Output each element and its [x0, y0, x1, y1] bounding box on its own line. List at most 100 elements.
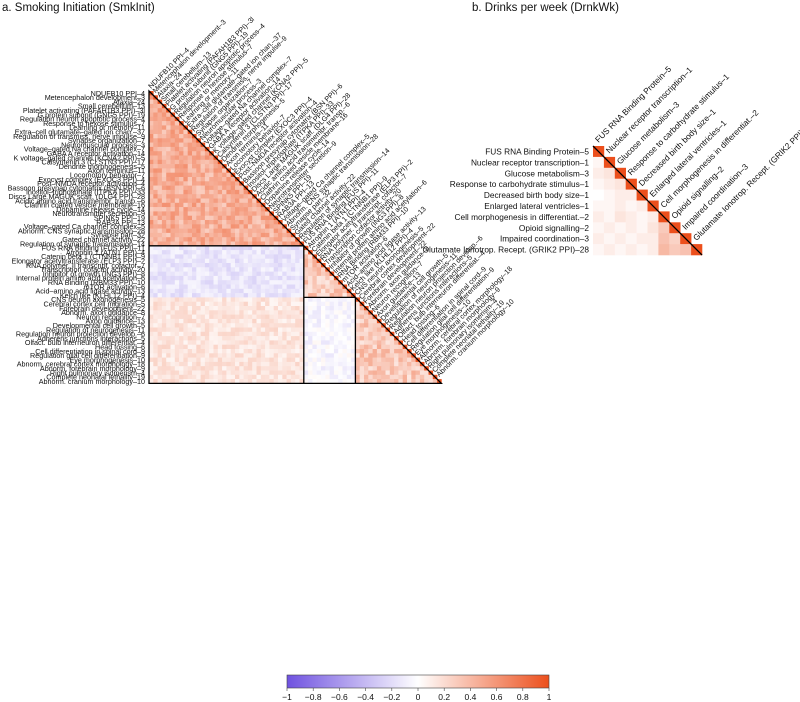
heatmap-a-cell — [230, 293, 236, 298]
heatmap-a-cell — [204, 159, 210, 165]
heatmap-a-cell — [192, 198, 197, 204]
heatmap-a-cell — [222, 344, 227, 350]
heatmap-a-cell — [170, 245, 176, 251]
heatmap-a-cell — [213, 297, 219, 302]
heatmap-a-cell — [351, 323, 356, 328]
heatmap-a-cell — [166, 202, 171, 208]
heatmap-a-cell — [157, 189, 163, 195]
heatmap-a-cell — [230, 263, 236, 268]
heatmap-a-cell — [187, 306, 193, 311]
heatmap-a-cell — [273, 323, 279, 328]
heatmap-a-cell — [265, 323, 270, 328]
heatmap-a-cell — [239, 241, 244, 247]
heatmap-a-cell — [149, 258, 154, 264]
heatmap-a-cell — [161, 215, 167, 221]
heatmap-a-cell — [286, 297, 292, 302]
heatmap-a-cell — [239, 228, 244, 234]
heatmap-a-cell — [364, 344, 369, 350]
heatmap-a-cell — [321, 357, 326, 363]
heatmap-a-cell — [230, 379, 236, 384]
heatmap-a-cell — [329, 379, 335, 384]
heatmap-a-cell — [239, 271, 244, 277]
heatmap-a-cell — [260, 327, 266, 333]
heatmap-a-cell — [265, 297, 270, 302]
heatmap-a-cell — [247, 327, 253, 333]
heatmap-a-cell — [179, 357, 184, 363]
heatmap-a-cell — [402, 374, 408, 380]
heatmap-a-cell — [153, 297, 158, 302]
heatmap-a-cell — [235, 314, 240, 320]
heatmap-a-cell — [299, 314, 305, 320]
heatmap-a-cell — [174, 237, 180, 242]
heatmap-a-cell — [342, 340, 348, 345]
heatmap-a-cell — [265, 245, 270, 251]
heatmap-a-cell — [247, 211, 253, 216]
heatmap-a-cell — [153, 280, 158, 285]
heatmap-a-cell — [153, 202, 158, 208]
heatmap-a-cell — [312, 349, 317, 354]
heatmap-a-cell — [222, 288, 227, 294]
heatmap-a-cell — [325, 374, 330, 380]
heatmap-a-cell — [166, 125, 171, 130]
heatmap-a-cell — [149, 185, 154, 191]
heatmap-a-cell — [174, 159, 180, 165]
heatmap-a-cell — [192, 237, 197, 242]
heatmap-a-cell — [209, 357, 214, 363]
heatmap-a-cell — [355, 301, 360, 307]
heatmap-a-cell — [217, 336, 223, 341]
heatmap-a-cell — [333, 349, 339, 354]
heatmap-a-cell — [170, 164, 176, 169]
heatmap-a-cell — [153, 357, 158, 363]
heatmap-a-cell — [243, 254, 249, 259]
heatmap-a-cell — [269, 263, 274, 268]
heatmap-a-cell — [157, 340, 163, 345]
heatmap-a-cell — [174, 172, 180, 178]
heatmap-a-cell — [196, 297, 201, 302]
heatmap-a-cell — [204, 288, 210, 294]
heatmap-a-cell — [226, 189, 231, 195]
heatmap-a-cell — [166, 323, 171, 328]
heatmap-a-cell — [217, 198, 223, 204]
heatmap-a-cell — [338, 370, 343, 376]
heatmap-a-cell — [161, 116, 167, 122]
heatmap-a-cell — [376, 353, 382, 358]
heatmap-a-cell — [161, 310, 167, 315]
heatmap-a-cell — [252, 353, 257, 358]
heatmap-a-cell — [204, 323, 210, 328]
heatmap-a-cell — [179, 327, 184, 333]
panel-b-title: b. Drinks per week (DrnkWk) — [472, 2, 619, 14]
heatmap-a-cell — [170, 185, 176, 191]
heatmap-a-cell — [166, 181, 171, 186]
heatmap-a-cell — [338, 306, 343, 311]
heatmap-a-cell — [252, 327, 257, 333]
heatmap-a-cell — [376, 323, 382, 328]
heatmap-a-cell — [282, 357, 287, 363]
heatmap-a-cell — [282, 379, 287, 384]
heatmap-a-cell — [157, 168, 163, 173]
heatmap-a-cell — [243, 293, 249, 298]
heatmap-a-cell — [286, 271, 292, 277]
heatmap-a-cell — [402, 353, 408, 358]
heatmap-a-cell — [204, 198, 210, 204]
heatmap-a-cell — [376, 370, 382, 376]
heatmap-a-cell — [170, 344, 176, 350]
heatmap-a-cell — [170, 374, 176, 380]
heatmap-b-cell — [625, 211, 637, 223]
heatmap-a-cell — [282, 232, 287, 238]
heatmap-drinks-per-week — [592, 145, 703, 256]
heatmap-a-cell — [235, 336, 240, 341]
heatmap-a-cell — [394, 379, 399, 384]
heatmap-a-cell — [174, 215, 180, 221]
heatmap-a-cell — [222, 318, 227, 324]
heatmap-a-cell — [325, 327, 330, 333]
heatmap-a-cell — [217, 374, 223, 380]
heatmap-a-cell — [222, 172, 227, 178]
heatmap-a-cell — [303, 323, 309, 328]
heatmap-a-cell — [325, 379, 330, 384]
heatmap-a-cell — [192, 366, 197, 371]
heatmap-a-cell — [256, 232, 262, 238]
heatmap-a-cell — [217, 164, 223, 169]
heatmap-a-cell — [282, 258, 287, 264]
heatmap-a-cell — [204, 177, 210, 182]
heatmap-a-cell — [265, 293, 270, 298]
